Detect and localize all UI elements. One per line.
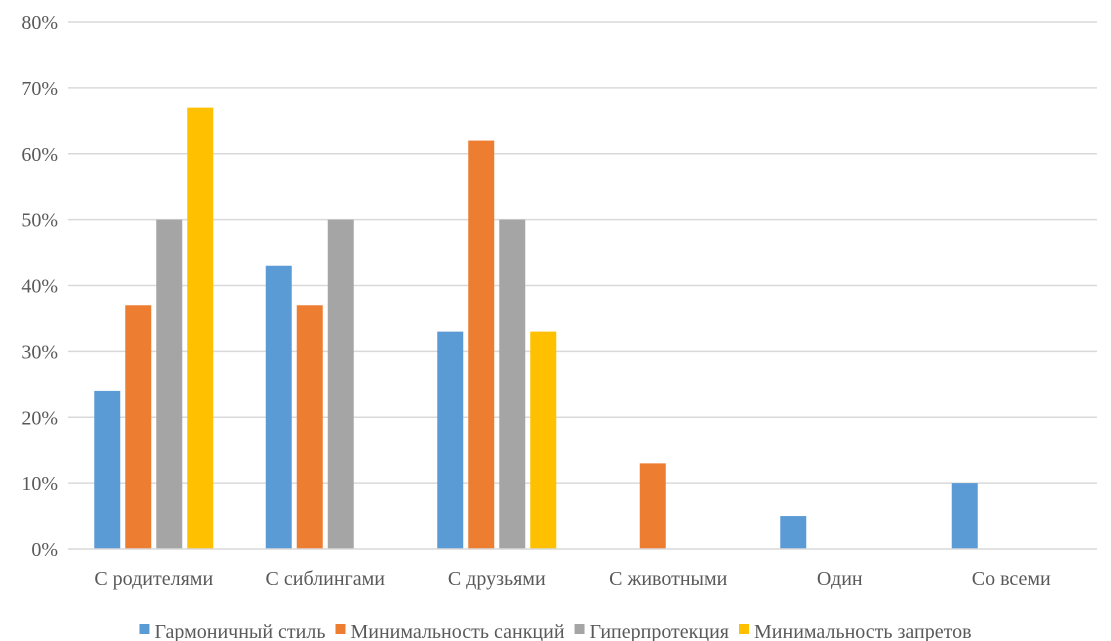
y-tick-label: 30% xyxy=(21,341,58,363)
bar xyxy=(265,265,292,549)
gridlines xyxy=(68,21,1097,484)
x-category-label: С сиблингами xyxy=(266,568,386,590)
bar xyxy=(951,483,978,549)
y-axis-tick-labels: 0% 10% 20% 30% 40% 50% 60% 70% 80% xyxy=(21,12,58,561)
x-axis-category-labels: С родителями С сиблингами С друзьями С живо… xyxy=(94,568,1051,590)
legend-swatch xyxy=(574,624,585,634)
bars xyxy=(94,107,978,549)
bar xyxy=(187,107,214,549)
bar xyxy=(499,219,526,549)
y-tick-label: 50% xyxy=(21,210,58,232)
bar xyxy=(639,463,666,549)
y-tick-label: 20% xyxy=(21,407,58,429)
legend-label: Минимальность запретов xyxy=(754,621,972,641)
legend-label: Минимальность санкций xyxy=(350,621,564,641)
y-tick-label: 40% xyxy=(21,276,58,298)
bar xyxy=(437,331,464,549)
y-tick-label: 60% xyxy=(21,144,58,166)
y-tick-label: 0% xyxy=(31,539,58,561)
bar xyxy=(94,390,121,549)
legend-label: Гармоничный стиль xyxy=(154,621,325,641)
legend-swatch xyxy=(739,624,750,634)
x-category-label: С друзьями xyxy=(448,568,546,590)
legend-swatch xyxy=(139,624,150,634)
bar xyxy=(156,219,183,549)
bar xyxy=(296,305,323,549)
bar xyxy=(780,516,807,549)
y-tick-label: 10% xyxy=(21,473,58,495)
legend-swatch xyxy=(335,624,346,634)
bar xyxy=(468,140,495,549)
bar xyxy=(125,305,152,549)
bar xyxy=(530,331,557,549)
y-tick-label: 70% xyxy=(21,78,58,100)
legend: Гармоничный стиль Минимальность санкций Ги… xyxy=(139,621,972,641)
legend-label: Гиперпротекция xyxy=(590,621,729,641)
x-category-label: С животными xyxy=(609,568,727,590)
x-category-label: Один xyxy=(817,568,863,590)
x-category-label: С родителями xyxy=(94,568,213,590)
x-category-label: Со всеми xyxy=(972,568,1051,590)
y-tick-label: 80% xyxy=(21,12,58,34)
bar xyxy=(327,219,354,549)
